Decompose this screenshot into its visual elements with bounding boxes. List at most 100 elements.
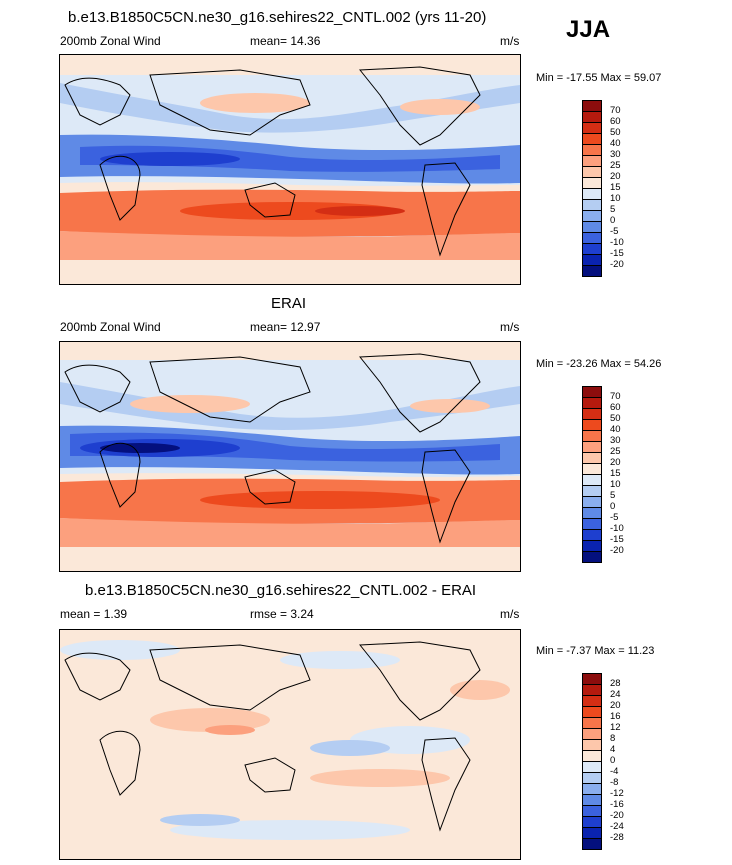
colorbar-label: -8 bbox=[610, 777, 619, 788]
panel3-coastlines bbox=[64, 641, 481, 832]
panel3-pos-core bbox=[205, 725, 255, 735]
colorbar-label: 12 bbox=[610, 722, 621, 733]
panel3-contour-plot bbox=[60, 630, 520, 859]
panel2-band-sp bbox=[60, 547, 520, 571]
panel3-neg-area-a bbox=[60, 640, 180, 660]
panel3-map bbox=[59, 629, 521, 860]
colorbar-label: -15 bbox=[610, 534, 624, 545]
panel1-nh-jet-band bbox=[60, 83, 520, 133]
colorbar-label: -20 bbox=[610, 810, 624, 821]
colorbar-label: -4 bbox=[610, 766, 619, 777]
panel2-contour-plot bbox=[60, 342, 520, 571]
colorbar-label: -28 bbox=[610, 832, 624, 843]
colorbar-label: 28 bbox=[610, 678, 621, 689]
panel2-tropical-extreme bbox=[100, 443, 180, 453]
colorbar-label: 25 bbox=[610, 160, 621, 171]
colorbar-label: -12 bbox=[610, 788, 624, 799]
colorbar-label: 70 bbox=[610, 105, 621, 116]
panel1-colorbar: 70 60 50 40 30 25 20 15 10 5 0 -5 -10 -15 -20 bbox=[582, 100, 662, 280]
panel3-units-label: m/s bbox=[500, 607, 520, 621]
colorbar-label: 5 bbox=[610, 490, 616, 501]
panel2-mean-label: mean= 12.97 bbox=[250, 320, 321, 334]
panel2-sh-midlat bbox=[60, 518, 520, 547]
colorbar-label: 0 bbox=[610, 501, 616, 512]
panel1-asian-jet bbox=[200, 93, 310, 113]
colorbar-label: 10 bbox=[610, 479, 621, 490]
colorbar-label: 8 bbox=[610, 733, 616, 744]
colorbar-label: -24 bbox=[610, 821, 624, 832]
panel1-sh-jet-max bbox=[315, 206, 405, 216]
panel1-minmax: Min = -17.55 Max = 59.07 bbox=[536, 72, 662, 84]
colorbar-label: -20 bbox=[610, 259, 624, 270]
panel1-units-label: m/s bbox=[500, 34, 520, 48]
colorbar-label: -5 bbox=[610, 512, 619, 523]
colorbar-label: 20 bbox=[610, 457, 621, 468]
panel2-colorbar: 70 60 50 40 30 25 20 15 10 5 0 -5 -10 -15 -20 bbox=[582, 386, 662, 566]
panel3-neg-area-e bbox=[160, 814, 240, 826]
panel2-na-jet bbox=[410, 399, 490, 413]
panel3-minmax: Min = -7.37 Max = 11.23 bbox=[536, 645, 655, 657]
colorbar-label: 50 bbox=[610, 127, 621, 138]
colorbar-label: 40 bbox=[610, 424, 621, 435]
colorbar-label: 20 bbox=[610, 700, 621, 711]
panel1-map bbox=[59, 54, 521, 285]
panel2-units-label: m/s bbox=[500, 320, 520, 334]
colorbar-label: 30 bbox=[610, 435, 621, 446]
colorbar-label: 24 bbox=[610, 689, 621, 700]
colorbar-label: -16 bbox=[610, 799, 624, 810]
colorbar-label: -15 bbox=[610, 248, 624, 259]
colorbar-label: 10 bbox=[610, 193, 621, 204]
panel2-coastlines bbox=[64, 353, 481, 544]
panel1-coastlines bbox=[64, 66, 481, 257]
panel2-minmax: Min = -23.26 Max = 54.26 bbox=[536, 358, 662, 370]
panel1-tropical-min bbox=[100, 152, 240, 166]
colorbar-label: 25 bbox=[610, 446, 621, 457]
panel2-band-np bbox=[60, 342, 520, 360]
panel1-sh-midlat bbox=[60, 231, 520, 260]
panel3-pos-area-c bbox=[450, 680, 510, 700]
colorbar-label: 5 bbox=[610, 204, 616, 215]
colorbar-label: 0 bbox=[610, 215, 616, 226]
panel3-neg-area-b bbox=[280, 651, 400, 669]
colorbar-label: 15 bbox=[610, 468, 621, 479]
panel1-title: b.e13.B1850C5CN.ne30_g16.sehires22_CNTL.… bbox=[68, 9, 487, 26]
panel1-contour-plot bbox=[60, 55, 520, 284]
colorbar-label: -5 bbox=[610, 226, 619, 237]
panel2-map bbox=[59, 341, 521, 572]
panel3-mean-label: mean = 1.39 bbox=[60, 607, 128, 621]
panel3-rmse-label: rmse = 3.24 bbox=[250, 607, 314, 621]
colorbar-label: 16 bbox=[610, 711, 621, 722]
colorbar-label: -10 bbox=[610, 523, 624, 534]
colorbar-label: 60 bbox=[610, 402, 621, 413]
colorbar-label: -20 bbox=[610, 545, 624, 556]
panel1-mean-label: mean= 14.36 bbox=[250, 34, 321, 48]
panel2-title: ERAI bbox=[271, 295, 307, 312]
colorbar-label: 30 bbox=[610, 149, 621, 160]
panel2-sh-jet-core bbox=[200, 491, 440, 509]
panel1-band-np bbox=[60, 55, 520, 75]
colorbar-cell bbox=[582, 551, 602, 563]
season-label: JJA bbox=[566, 16, 611, 43]
colorbar-label: 15 bbox=[610, 182, 621, 193]
panel3-neg-core bbox=[310, 740, 390, 756]
panel1-band-sp bbox=[60, 260, 520, 284]
colorbar-label: -10 bbox=[610, 237, 624, 248]
colorbar-label: 70 bbox=[610, 391, 621, 402]
colorbar-cell bbox=[582, 838, 602, 850]
panel2-nh-jet-band bbox=[60, 382, 520, 430]
panel3-colorbar: 28 24 20 16 12 8 4 0 -4 -8 -12 -16 -20 -24 -28 bbox=[582, 673, 662, 853]
colorbar-label: 60 bbox=[610, 116, 621, 127]
panel3-title: b.e13.B1850C5CN.ne30_g16.sehires22_CNTL.… bbox=[85, 582, 477, 599]
panel2-asian-jet bbox=[130, 395, 250, 413]
panel2-variable-label: 200mb Zonal Wind bbox=[60, 320, 161, 334]
panel3-neg-area-d bbox=[170, 820, 410, 840]
colorbar-cell bbox=[582, 265, 602, 277]
colorbar-label: 20 bbox=[610, 171, 621, 182]
panel1-variable-label: 200mb Zonal Wind bbox=[60, 34, 161, 48]
colorbar-label: 0 bbox=[610, 755, 616, 766]
panel1-na-jet bbox=[400, 99, 480, 115]
panel3-pos-area-b bbox=[310, 769, 450, 787]
colorbar-label: 40 bbox=[610, 138, 621, 149]
colorbar-label: 50 bbox=[610, 413, 621, 424]
colorbar-label: 4 bbox=[610, 744, 616, 755]
